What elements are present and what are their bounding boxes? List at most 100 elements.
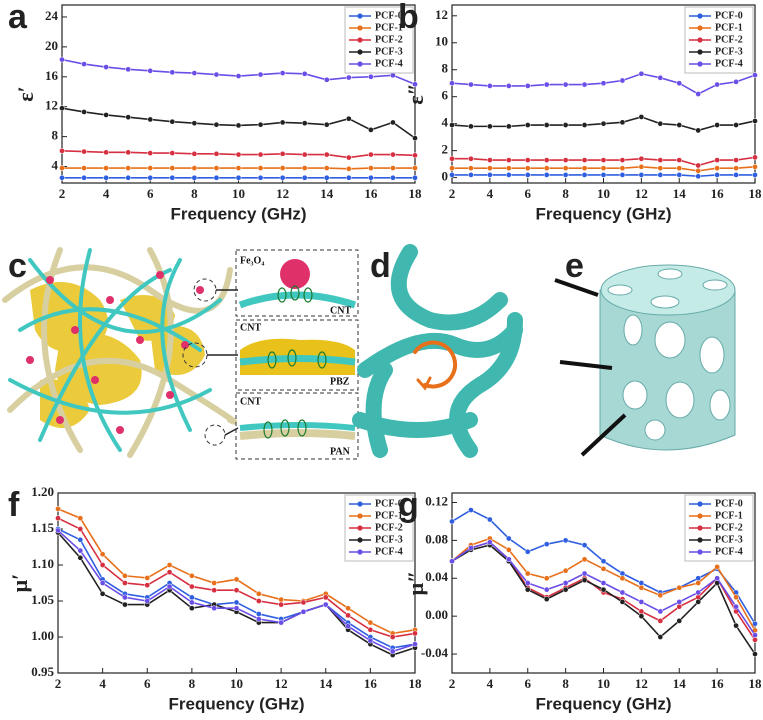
data-point	[638, 155, 645, 162]
data-point	[676, 80, 683, 87]
x-tick-label: 6	[144, 676, 151, 691]
y-tick-label: 8	[52, 128, 59, 143]
y-tick-label: 0.95	[31, 664, 54, 679]
data-point	[125, 149, 132, 156]
data-point	[323, 121, 330, 128]
data-point	[235, 151, 242, 158]
data-point	[657, 157, 664, 163]
y-axis-label: μ′	[7, 574, 32, 593]
data-point	[213, 121, 220, 128]
legend-label: PCF-1	[375, 510, 403, 521]
legend-box	[344, 6, 414, 74]
panel-label: d	[370, 247, 391, 285]
legend-label: PCF-0	[715, 10, 743, 21]
data-point	[581, 556, 588, 563]
data-point	[562, 586, 569, 593]
data-point	[189, 599, 195, 606]
data-point	[619, 570, 626, 577]
data-point	[368, 174, 374, 181]
data-point	[169, 174, 176, 181]
data-point	[752, 632, 758, 638]
data-point	[468, 155, 474, 162]
data-point	[235, 165, 242, 171]
data-point	[468, 545, 474, 551]
data-point	[619, 589, 626, 596]
data-point	[169, 150, 176, 156]
x-tick-label: 14	[320, 186, 334, 201]
data-point	[449, 155, 455, 162]
data-point	[125, 165, 132, 171]
data-point	[638, 163, 645, 170]
legend-label: PCF-2	[375, 34, 403, 45]
data-point	[657, 608, 664, 615]
data-point	[255, 616, 262, 622]
data-point	[278, 596, 284, 603]
data-point	[543, 541, 550, 548]
data-point	[600, 586, 607, 593]
data-point	[301, 174, 308, 181]
x-tick-label: 6	[147, 186, 154, 201]
panel-label: e	[565, 247, 584, 285]
x-tick-label: 18	[749, 186, 763, 201]
data-point	[543, 81, 550, 88]
y-axis-label: ε″	[403, 83, 428, 105]
data-point	[211, 605, 218, 612]
y-tick-label: 24	[45, 8, 59, 23]
data-point	[345, 115, 352, 122]
data-point	[695, 173, 702, 180]
data-point	[191, 174, 198, 181]
data-point	[345, 74, 352, 81]
legend-label: PCF-1	[375, 22, 403, 33]
data-point	[345, 623, 351, 630]
data-point	[77, 554, 84, 561]
data-point	[581, 577, 588, 584]
data-point	[345, 605, 351, 612]
data-point	[600, 80, 607, 87]
y-tick-label: 20	[45, 38, 58, 53]
data-point	[191, 150, 198, 157]
data-point	[55, 505, 61, 512]
x-tick-label: 8	[562, 676, 569, 691]
annotation: CNT	[240, 322, 261, 333]
data-point	[562, 172, 569, 178]
data-point	[278, 601, 284, 608]
data-point	[390, 165, 396, 171]
y-tick-label: -0.04	[421, 645, 449, 660]
data-point	[657, 618, 664, 624]
data-point	[367, 637, 374, 644]
data-point	[301, 70, 308, 77]
y-tick-label: 1.20	[31, 484, 54, 499]
x-tick-label: 8	[562, 186, 569, 201]
data-point	[412, 630, 418, 637]
data-point	[676, 599, 683, 605]
data-point	[322, 601, 329, 608]
data-point	[562, 537, 569, 544]
data-point	[468, 123, 474, 130]
legend-marker	[697, 513, 703, 519]
x-tick-label: 4	[487, 676, 494, 691]
data-point	[255, 611, 262, 617]
data-point	[169, 118, 176, 125]
data-point	[279, 70, 286, 76]
y-tick-label: 16	[45, 68, 59, 83]
annotation: CNT	[240, 396, 261, 407]
data-point	[77, 526, 84, 532]
legend-marker	[697, 13, 703, 19]
legend-label: PCF-2	[715, 522, 743, 533]
data-point	[619, 599, 626, 605]
x-tick-label: 12	[635, 186, 648, 201]
data-point	[99, 590, 106, 597]
y-tick-label: 0	[442, 169, 449, 184]
data-point	[169, 69, 176, 76]
data-point	[638, 613, 645, 620]
x-tick-label: 6	[525, 676, 532, 691]
x-axis-label: Frequency (GHz)	[168, 694, 304, 713]
x-axis-label: Frequency (GHz)	[535, 694, 671, 713]
data-point	[189, 594, 195, 601]
data-point	[367, 626, 374, 633]
data-point	[581, 157, 588, 163]
data-point	[638, 580, 645, 586]
data-point	[543, 122, 550, 128]
data-point	[600, 580, 607, 586]
data-point	[733, 79, 739, 85]
